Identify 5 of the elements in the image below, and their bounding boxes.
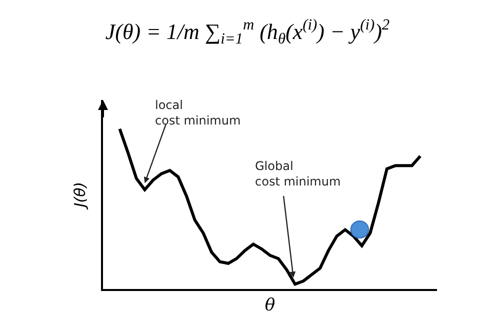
text: local cost minimum: [155, 98, 241, 128]
chart-title: J(θ) = 1/m ∑$_{i=1}$$^{m}$ (h$_{θ}$(x$^{(i)}$) − y$^{(i)}$)$^{2}$: [105, 16, 390, 48]
y-axis-title: J(θ): [70, 182, 89, 210]
annotation: Global cost minimum: [255, 159, 341, 189]
x-axis-title: θ: [264, 295, 276, 316]
